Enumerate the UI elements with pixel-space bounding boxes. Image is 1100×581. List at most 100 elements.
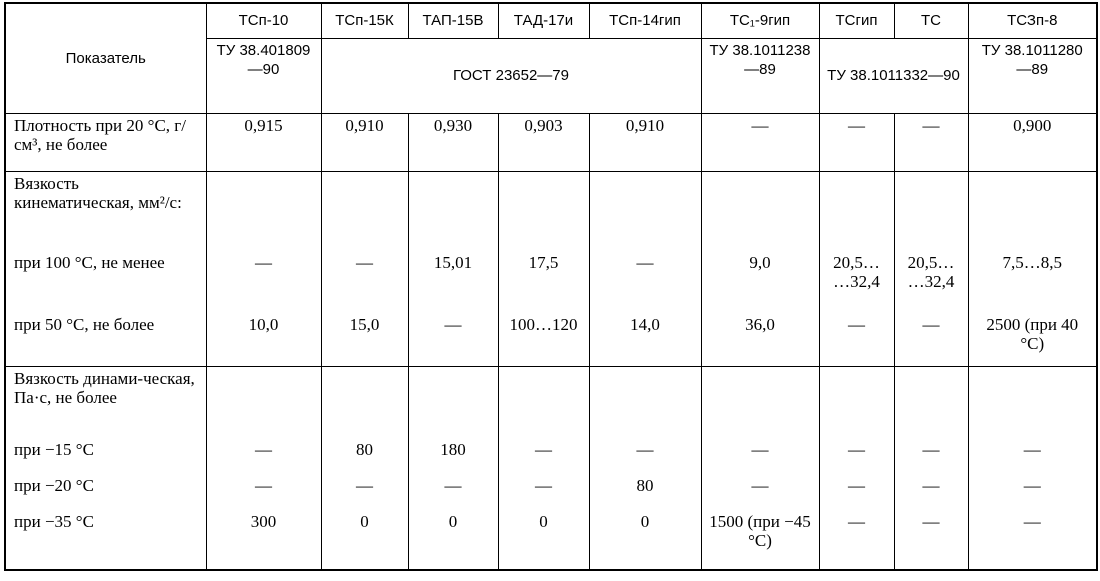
- row-label: при 50 °С, не более: [4, 313, 207, 366]
- value-cell: —: [967, 510, 1098, 570]
- value-cell: 180: [407, 438, 499, 474]
- value-cell: 20,5… …32,4: [818, 251, 895, 313]
- value-cell: 2500 (при 40 °С): [967, 313, 1098, 366]
- standard-cell: ТУ 38.401809—90: [205, 38, 322, 113]
- grade-header: ТСЗп-8: [967, 2, 1098, 39]
- empty-cell: [893, 365, 969, 438]
- table-row: Плотность при 20 °С, г/см³, не более 0,91…: [4, 112, 1098, 171]
- value-cell: —: [967, 438, 1098, 474]
- table-row: при −20 °С — — — —80— — — —: [4, 474, 1098, 510]
- value-cell: —: [893, 112, 969, 171]
- value-cell: —: [407, 313, 499, 366]
- empty-cell: [497, 365, 590, 438]
- value-cell: 15,01: [407, 251, 499, 313]
- grade-header: ТС₁-9гип: [700, 2, 820, 39]
- value-cell: 0: [588, 510, 702, 570]
- value-cell: 1500 (при −45 °С): [700, 510, 820, 570]
- value-cell: 7,5…8,5: [967, 251, 1098, 313]
- empty-cell: [320, 365, 409, 438]
- empty-cell: [497, 170, 590, 251]
- grade-header: ТАД-17и: [497, 2, 590, 39]
- value-cell: 9,0: [700, 251, 820, 313]
- table-row: Вязкость кинематическая, мм²/с:: [4, 170, 1098, 251]
- value-cell: —: [497, 474, 590, 510]
- standard-cell: ТУ 38.1011332—90: [818, 38, 969, 113]
- table-row: Показатель ТСп-10 ТСп-15К ТАП-15В ТАД-17и ТСп…: [4, 2, 1098, 113]
- grade-header: ТСп-10: [205, 2, 322, 39]
- table-row: при 100 °С, не менее — —15,01 17,5—9,0 20,5……: [4, 251, 1098, 313]
- empty-cell: [700, 170, 820, 251]
- value-cell: —: [497, 438, 590, 474]
- row-label: при −35 °С: [4, 510, 207, 570]
- empty-cell: [818, 170, 895, 251]
- grade-header: ТСп-14гип: [588, 2, 702, 39]
- value-cell: 0: [497, 510, 590, 570]
- standard-cell: ТУ 38.1011280—89: [967, 38, 1098, 113]
- value-cell: —: [893, 313, 969, 366]
- value-cell: 14,0: [588, 313, 702, 366]
- empty-cell: [967, 365, 1098, 438]
- value-cell: —: [818, 313, 895, 366]
- value-cell: 100…120: [497, 313, 590, 366]
- value-cell: —: [700, 474, 820, 510]
- value-cell: 0: [320, 510, 409, 570]
- section-title: Вязкость кинематическая, мм²/с:: [4, 170, 207, 251]
- table-row: Вязкость динами-ческая, Па·с, не более: [4, 365, 1098, 438]
- value-cell: 0: [407, 510, 499, 570]
- value-cell: —: [205, 251, 322, 313]
- table-row: при −35 °С 300 0 0 0 0 1500 (при −45 °С) — — —: [4, 510, 1098, 570]
- empty-cell: [407, 170, 499, 251]
- value-cell: —: [320, 251, 409, 313]
- value-cell: —: [588, 251, 702, 313]
- value-cell: —: [893, 438, 969, 474]
- section-title: Вязкость динами-ческая, Па·с, не более: [4, 365, 207, 438]
- table-row: при −15 °С —80 180— — — — — —: [4, 438, 1098, 474]
- value-cell: 300: [205, 510, 322, 570]
- value-cell: 15,0: [320, 313, 409, 366]
- value-cell: —: [320, 474, 409, 510]
- value-cell: 0,903: [497, 112, 590, 171]
- standard-cell: ТУ 38.1011238—89: [700, 38, 820, 113]
- grade-header: ТСгип: [818, 2, 895, 39]
- value-cell: —: [818, 510, 895, 570]
- value-cell: —: [893, 510, 969, 570]
- empty-cell: [588, 170, 702, 251]
- standard-cell: ГОСТ 23652—79: [320, 38, 702, 113]
- row-label: при 100 °С, не менее: [4, 251, 207, 313]
- empty-cell: [893, 170, 969, 251]
- value-cell: 10,0: [205, 313, 322, 366]
- value-cell: —: [205, 438, 322, 474]
- empty-cell: [588, 365, 702, 438]
- empty-cell: [205, 170, 322, 251]
- value-cell: 0,930: [407, 112, 499, 171]
- grade-header: ТС: [893, 2, 969, 39]
- value-cell: —: [967, 474, 1098, 510]
- value-cell: —: [893, 474, 969, 510]
- value-cell: 20,5… …32,4: [893, 251, 969, 313]
- empty-cell: [320, 170, 409, 251]
- value-cell: —: [818, 112, 895, 171]
- value-cell: —: [818, 474, 895, 510]
- row-label: при −20 °С: [4, 474, 207, 510]
- grade-header: ТСп-15К: [320, 2, 409, 39]
- value-cell: 0,910: [320, 112, 409, 171]
- empty-cell: [818, 365, 895, 438]
- value-cell: —: [700, 112, 820, 171]
- row-label: Плотность при 20 °С, г/см³, не более: [4, 112, 207, 171]
- empty-cell: [967, 170, 1098, 251]
- value-cell: 0,915: [205, 112, 322, 171]
- table-row: ТУ 38.401809—90 ГОСТ 23652—79 ТУ 38.101123…: [5, 38, 1098, 113]
- row-label: при −15 °С: [4, 438, 207, 474]
- value-cell: 80: [320, 438, 409, 474]
- indicator-header: Показатель: [4, 2, 207, 113]
- value-cell: —: [818, 438, 895, 474]
- value-cell: —: [407, 474, 499, 510]
- empty-cell: [407, 365, 499, 438]
- value-cell: 36,0: [700, 313, 820, 366]
- value-cell: 0,900: [967, 112, 1098, 171]
- value-cell: —: [700, 438, 820, 474]
- spec-table: Показатель ТСп-10 ТСп-15К ТАП-15В ТАД-17и ТСп…: [4, 2, 1098, 571]
- table-row: при 50 °С, не более 10,0 15,0—100…120 14,0 3…: [4, 313, 1098, 366]
- value-cell: 17,5: [497, 251, 590, 313]
